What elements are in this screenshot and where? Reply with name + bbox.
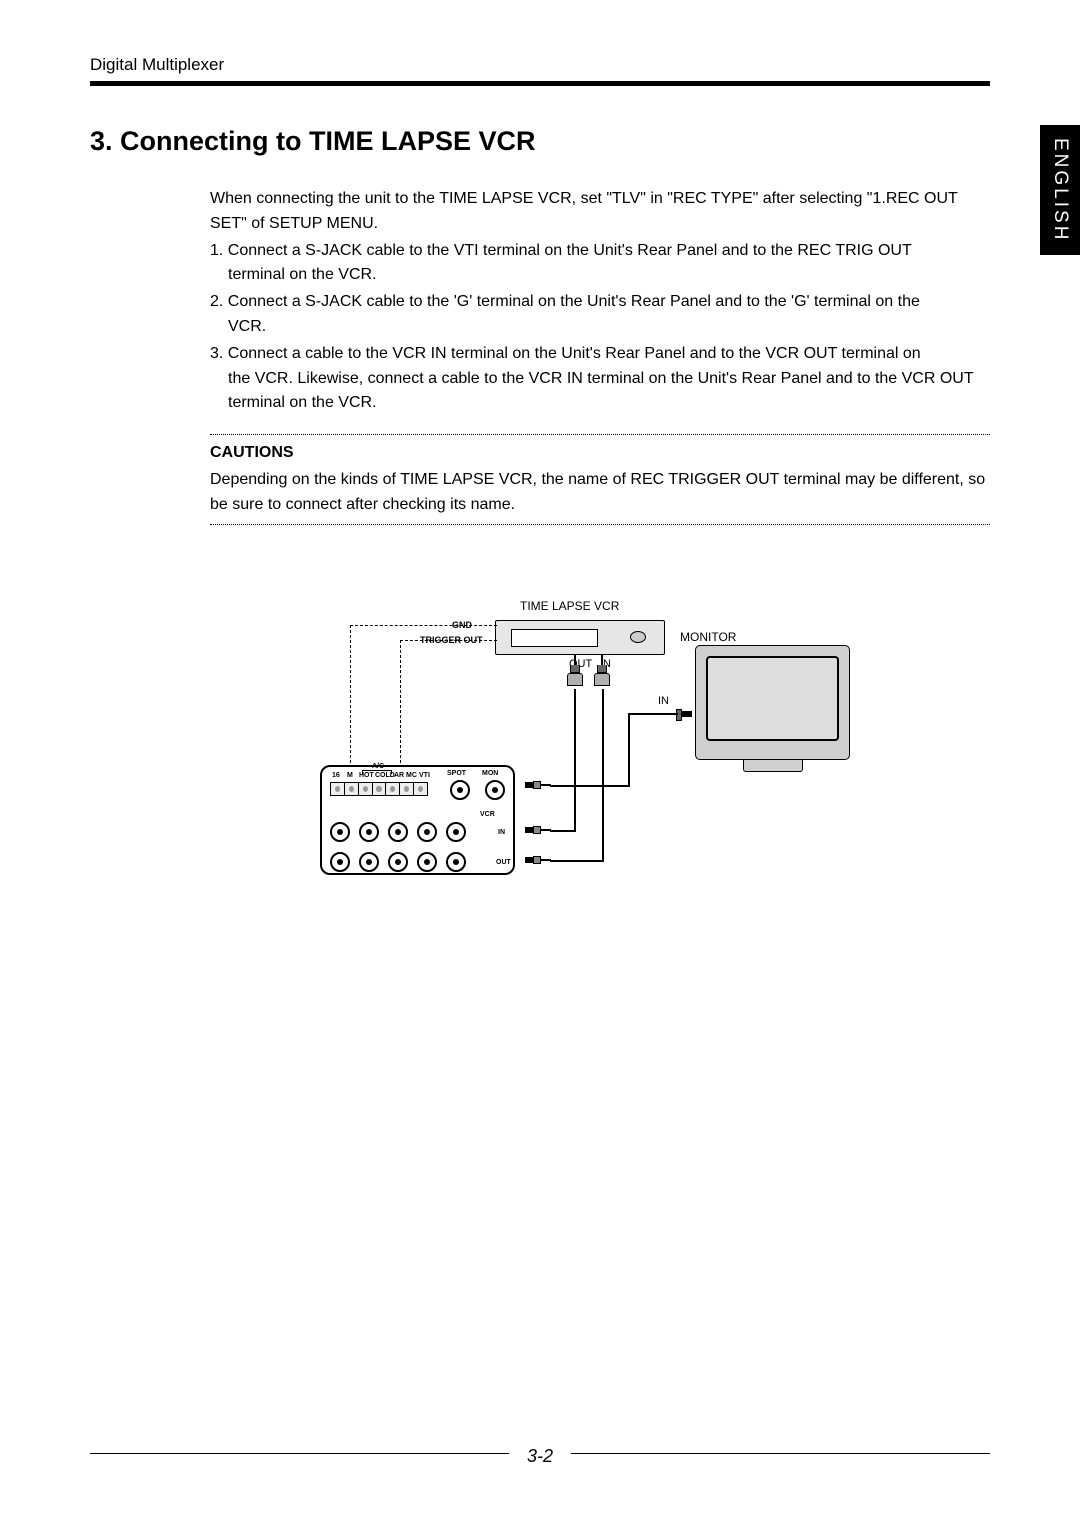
header-rule — [90, 81, 990, 86]
ac-label: A/C — [372, 763, 384, 770]
term-16: 16 — [332, 772, 340, 779]
vcr-out-row — [330, 852, 495, 872]
step-1: 1. Connect a S-JACK cable to the VTI ter… — [210, 239, 990, 289]
vcr-out-in-plugs — [567, 655, 610, 686]
plug-vcr-out — [525, 856, 547, 864]
cautions-rule-top — [210, 434, 990, 435]
cautions-text: Depending on the kinds of TIME LAPSE VCR… — [210, 468, 990, 518]
step-3-number: 3. — [210, 345, 223, 362]
step-1-line1: Connect a S-JACK cable to the VTI termin… — [228, 242, 912, 259]
step-2-number: 2. — [210, 293, 223, 310]
multiplexer-panel: A/C 16 M HOT COLD AR MC VTI SPOT MON VCR… — [320, 765, 515, 875]
step-3-line2: the VCR. Likewise, connect a cable to th… — [210, 367, 990, 417]
footer-page-wrap: 3-2 — [0, 1446, 1080, 1467]
monitor-label: MONITOR — [680, 630, 736, 644]
wire-vcr-out-v — [574, 689, 576, 831]
wire-mon-h1 — [550, 785, 630, 787]
vcr-label: TIME LAPSE VCR — [520, 599, 619, 613]
spot-label: SPOT — [447, 770, 466, 777]
panel-out-label: OUT — [496, 859, 511, 866]
step-3-line1: Connect a cable to the VCR IN terminal o… — [228, 345, 921, 362]
section-number: 3. — [90, 126, 113, 156]
cautions-heading: CAUTIONS — [210, 441, 990, 466]
language-tab: ENGLISH — [1040, 125, 1080, 255]
term-mc: MC — [406, 772, 417, 779]
wire-vcr-in-v — [602, 689, 604, 861]
wire-vcr-out-h — [550, 830, 576, 832]
vcr-in-row — [330, 822, 495, 842]
spot-mon-connectors — [450, 780, 505, 800]
step-3: 3. Connect a cable to the VCR IN termina… — [210, 342, 990, 416]
plug-vcr-in — [525, 826, 547, 834]
plug-mon — [525, 781, 547, 789]
term-vti: VTI — [419, 772, 430, 779]
step-2: 2. Connect a S-JACK cable to the 'G' ter… — [210, 290, 990, 340]
dash-wire-2h — [400, 640, 497, 641]
connection-diagram: TIME LAPSE VCR MONITOR GND TRIGGER OUT O… — [320, 595, 860, 915]
step-2-line1: Connect a S-JACK cable to the 'G' termin… — [228, 293, 920, 310]
term-hot: HOT — [359, 772, 374, 779]
vcr-sub-label: VCR — [480, 811, 495, 818]
step-1-line2: terminal on the VCR. — [210, 263, 990, 288]
step-1-number: 1. — [210, 242, 223, 259]
monitor-icon — [695, 645, 850, 775]
mon-label: MON — [482, 770, 498, 777]
term-m: M — [347, 772, 353, 779]
dash-wire-1v — [350, 625, 351, 778]
step-2-line2: VCR. — [210, 315, 990, 340]
intro-paragraph: When connecting the unit to the TIME LAP… — [210, 187, 990, 237]
cautions-rule-bottom — [210, 524, 990, 525]
dash-wire-2v — [400, 640, 401, 778]
dash-wire-1h — [350, 625, 497, 626]
footer-page-number: 3-2 — [509, 1446, 571, 1467]
mon-in-label: IN — [658, 695, 669, 707]
section-heading: Connecting to TIME LAPSE VCR — [120, 126, 536, 156]
term-cold: COLD — [375, 772, 395, 779]
panel-in-label: IN — [498, 829, 505, 836]
vcr-icon — [495, 620, 665, 655]
terminal-strip — [330, 782, 428, 796]
page-header: Digital Multiplexer — [90, 55, 990, 75]
body-content: When connecting the unit to the TIME LAP… — [210, 187, 990, 525]
term-ar: AR — [394, 772, 404, 779]
wire-mon-h2 — [628, 713, 678, 715]
wire-vcr-in-h — [550, 860, 604, 862]
wire-mon-v — [628, 713, 630, 787]
section-title: 3. Connecting to TIME LAPSE VCR — [90, 126, 990, 157]
